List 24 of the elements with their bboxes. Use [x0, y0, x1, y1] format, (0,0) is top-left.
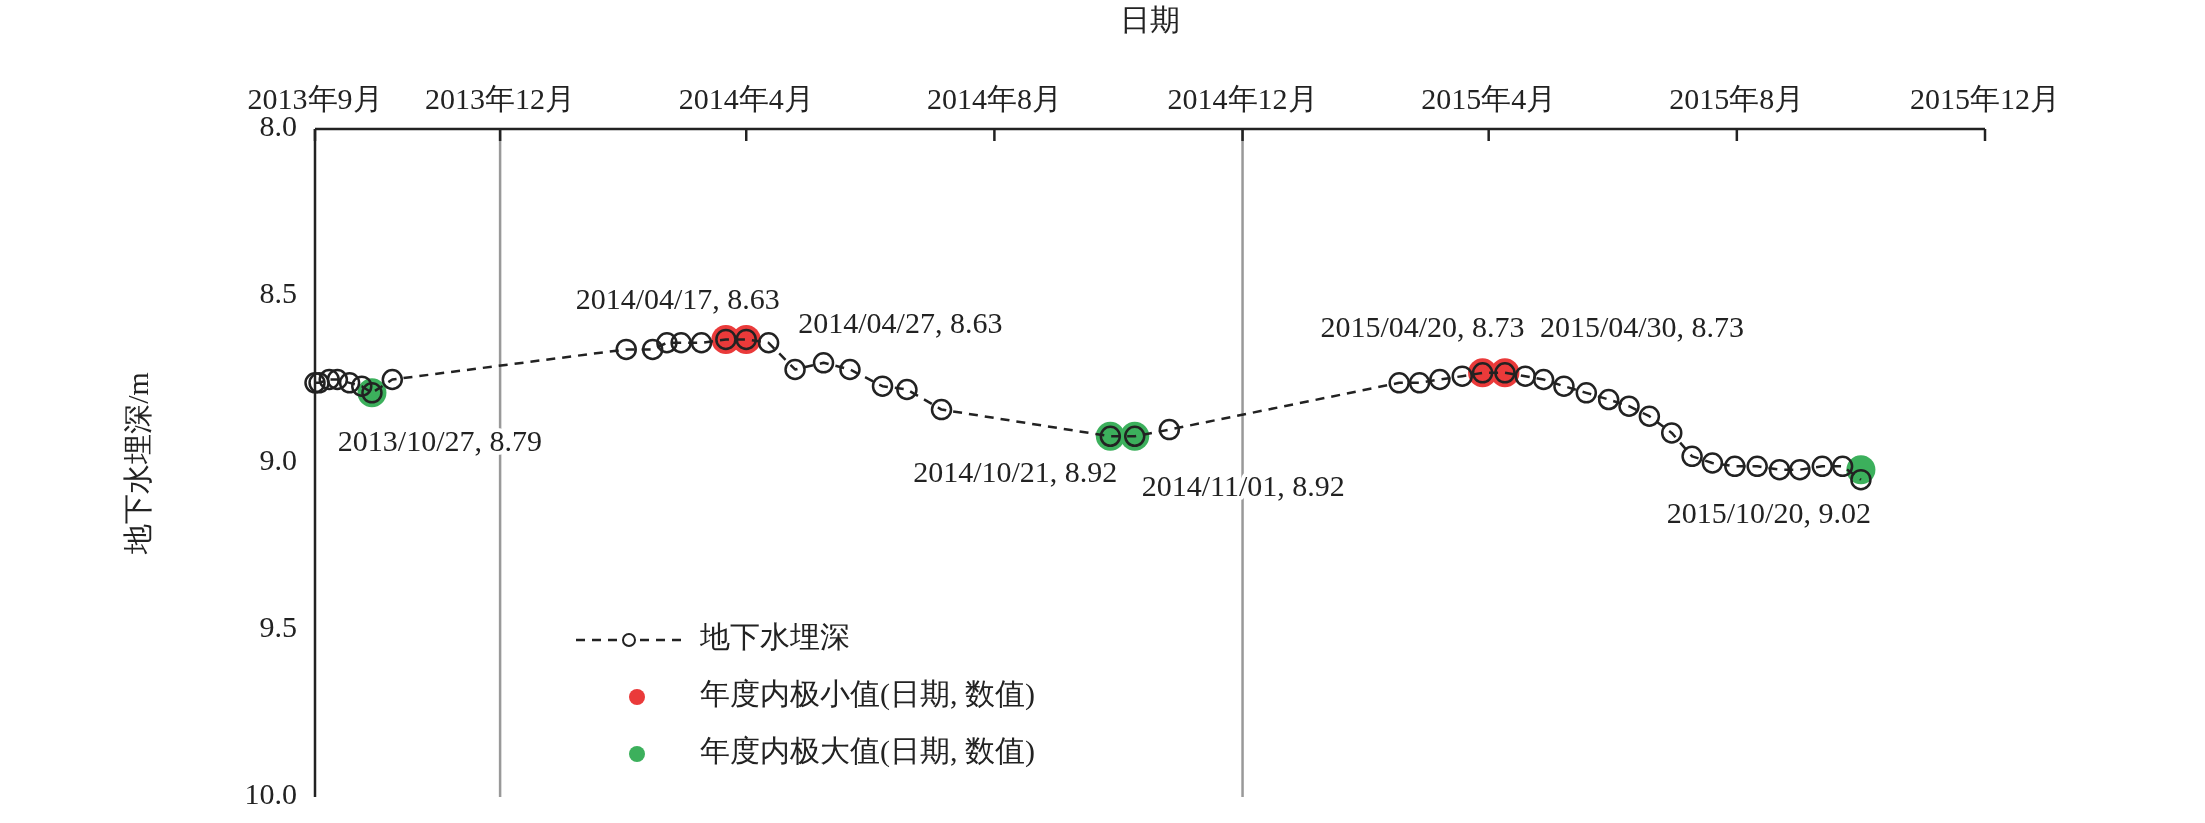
legend-label: 年度内极大值(日期, 数值)	[700, 733, 1035, 768]
x-tick-label: 2014年12月	[1167, 82, 1318, 115]
y-tick-label: 9.0	[259, 442, 297, 476]
annotation: 2014/10/21, 8.92	[913, 455, 1118, 489]
y-tick-label: 8.5	[259, 275, 297, 309]
x-tick-label: 2015年4月	[1421, 82, 1557, 115]
y-tick-label: 9.5	[259, 609, 297, 643]
y-axis-title: 地下水埋深/m	[121, 372, 154, 555]
annotation: 2015/04/30, 8.73	[1539, 309, 1745, 343]
legend-label: 年度内极小值(日期, 数值)	[700, 676, 1035, 711]
x-tick-label: 2015年8月	[1669, 82, 1805, 115]
x-tick-label: 2014年4月	[678, 82, 814, 115]
annotation: 2014/04/27, 8.63	[798, 306, 1003, 340]
x-tick-label: 2015年12月	[1910, 82, 2060, 115]
annotation: 2013/10/27, 8.79	[337, 423, 543, 457]
annotation: 2014/04/17, 8.63	[575, 282, 780, 316]
legend-label: 地下水埋深	[699, 619, 850, 653]
y-tick-label: 10.0	[244, 776, 297, 810]
annotation: 2014/11/01, 8.92	[1141, 469, 1345, 503]
annotation: 2015/10/20, 9.02	[1666, 495, 1871, 529]
x-tick-label: 2014年8月	[926, 82, 1062, 115]
x-axis-title: 日期	[1120, 3, 1180, 36]
annotation: 2015/04/20, 8.73	[1320, 309, 1525, 343]
x-tick-label: 2013年12月	[425, 82, 576, 115]
